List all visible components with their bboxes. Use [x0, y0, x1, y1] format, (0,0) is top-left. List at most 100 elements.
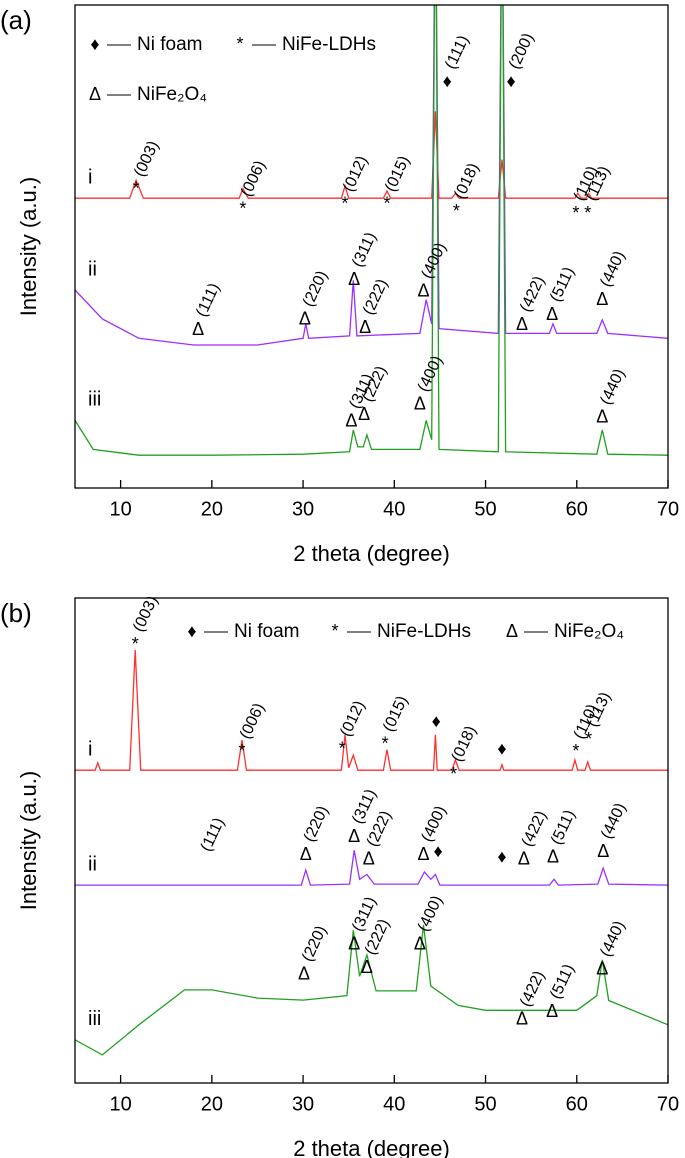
peak-label: (220) — [301, 803, 332, 844]
peak-marker: Δ — [348, 269, 360, 289]
x-tick-label: 70 — [657, 498, 679, 520]
peak-marker: Δ — [345, 411, 357, 431]
peak-label: (422) — [517, 274, 548, 315]
peak-label: (012) — [337, 698, 368, 739]
peak-marker: Δ — [547, 847, 559, 867]
peak-marker: ♦ — [434, 841, 443, 861]
peak-label: (111) — [198, 815, 228, 854]
peak-label: (422) — [517, 968, 548, 1009]
peak-label: (400) — [415, 893, 446, 934]
spectrum-line — [75, 649, 668, 771]
peak-marker: Δ — [546, 1001, 558, 1021]
legend-text: NiFe₂O₄ — [554, 621, 624, 642]
peak-marker: Δ — [417, 844, 429, 864]
series-label: ii — [88, 853, 97, 875]
peak-marker: Δ — [597, 841, 609, 861]
peak-label: (440) — [598, 801, 629, 842]
peak-label: (311) — [349, 230, 380, 270]
peak-marker: * — [453, 201, 460, 221]
peak-label: (200) — [506, 31, 537, 72]
x-tick-label: 60 — [566, 1093, 588, 1115]
legend-marker: * — [236, 34, 243, 54]
legend-marker: ♦ — [90, 34, 99, 54]
series-label: iii — [88, 389, 101, 411]
panel-label: (b) — [0, 598, 32, 628]
legend-text: NiFe-LDHs — [377, 621, 471, 642]
peak-marker: * — [450, 764, 457, 784]
peak-marker: * — [384, 194, 391, 214]
peak-marker: * — [342, 194, 349, 214]
spectrum-line — [75, 924, 668, 1056]
peak-label: (400) — [419, 240, 450, 281]
peak-label: (440) — [597, 249, 628, 290]
legend-marker: ♦ — [187, 621, 196, 641]
x-tick-label: 10 — [109, 1093, 131, 1115]
x-tick-label: 10 — [109, 498, 131, 520]
series-label: i — [88, 166, 92, 188]
x-tick-label: 30 — [292, 1093, 314, 1115]
peak-label: (018) — [451, 161, 482, 202]
spectrum-line — [75, 5, 668, 346]
peak-marker: Δ — [516, 1009, 528, 1029]
x-axis-title: 2 theta (degree) — [293, 541, 450, 566]
peak-label: (220) — [299, 923, 330, 964]
peak-marker: Δ — [596, 289, 608, 309]
x-tick-label: 50 — [474, 1093, 496, 1115]
peak-marker: * — [382, 734, 389, 754]
peak-marker: Δ — [546, 304, 558, 324]
legend-text: NiFe-LDHs — [282, 34, 376, 55]
peak-marker: ♦ — [432, 711, 441, 731]
legend-text: Ni foam — [234, 621, 299, 642]
x-axis-title: 2 theta (degree) — [293, 1136, 450, 1158]
peak-marker: Δ — [348, 934, 360, 954]
peak-marker: ♦ — [443, 71, 452, 91]
peak-marker: Δ — [363, 849, 375, 869]
peak-label: (400) — [419, 803, 450, 844]
peak-marker: * — [133, 179, 140, 199]
y-axis-title: Intensity (a.u.) — [16, 771, 41, 910]
peak-label: (006) — [238, 158, 269, 199]
peak-label: (018) — [449, 723, 480, 764]
peak-label: (111) — [442, 33, 472, 72]
legend-marker: Δ — [89, 84, 101, 104]
peak-marker: Δ — [359, 317, 371, 337]
x-tick-label: 40 — [383, 1093, 405, 1115]
panel-label: (a) — [0, 5, 32, 35]
peak-marker: Δ — [299, 309, 311, 329]
peak-marker: Δ — [298, 964, 310, 984]
peak-label: (440) — [597, 918, 628, 959]
peak-marker: Δ — [516, 314, 528, 334]
x-tick-label: 20 — [201, 498, 223, 520]
peak-label: (511) — [547, 962, 578, 1002]
peak-marker: * — [585, 729, 592, 749]
peak-label: (400) — [415, 353, 446, 394]
series-label: ii — [88, 258, 97, 280]
peak-label: (440) — [597, 366, 628, 407]
y-axis-title: Intensity (a.u.) — [16, 177, 41, 316]
peak-marker: Δ — [414, 934, 426, 954]
peak-label: (003) — [130, 593, 161, 634]
peak-marker: * — [238, 741, 245, 761]
peak-label: (006) — [237, 701, 268, 742]
peak-label: (015) — [382, 153, 413, 194]
peak-marker: Δ — [192, 319, 204, 339]
peak-label: (003) — [131, 138, 162, 179]
peak-marker: * — [339, 739, 346, 759]
spectrum-line — [75, 850, 668, 886]
peak-label: (222) — [360, 277, 391, 318]
peak-label: (422) — [519, 808, 550, 849]
peak-marker: Δ — [518, 849, 530, 869]
x-tick-label: 50 — [474, 498, 496, 520]
peak-marker: * — [584, 203, 591, 223]
peak-label: (511) — [547, 265, 578, 305]
peak-marker: Δ — [414, 394, 426, 414]
plot-frame — [74, 4, 669, 489]
peak-label: (111) — [193, 281, 223, 320]
x-tick-label: 60 — [566, 498, 588, 520]
peak-label: (220) — [300, 268, 331, 309]
legend-marker: * — [331, 621, 338, 641]
spectrum-line — [75, 5, 668, 456]
peak-marker: Δ — [596, 407, 608, 427]
spectrum-line — [75, 111, 668, 199]
peak-marker: ♦ — [497, 847, 506, 867]
